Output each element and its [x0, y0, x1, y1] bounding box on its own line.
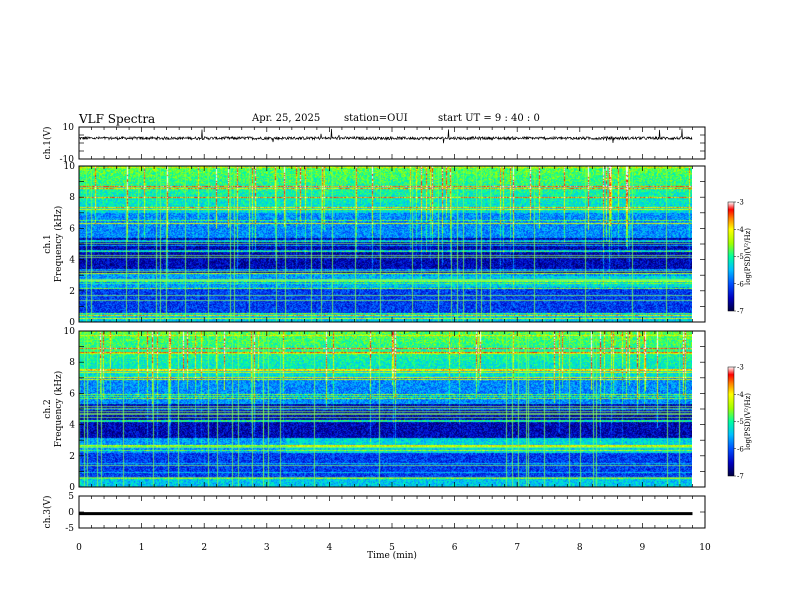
ch2-spec-ytick-label: 2	[69, 452, 75, 462]
ch1-colorbar-label: log(PSD)(V²/Hz)	[744, 228, 752, 285]
ch2-spec-ytick-label: 0	[69, 483, 75, 493]
ch1-spec-ylabel-channel: ch.1	[43, 234, 53, 253]
ch2-spec-ytick-label: 6	[69, 389, 75, 399]
ch2-colorbar-tick-label: -4	[737, 391, 744, 399]
ch3-wave-ytick-label: 5	[68, 492, 74, 502]
x-tick-label: 3	[264, 543, 270, 553]
ch1-waveform-panel: 10 -10 ch.1(V)	[42, 123, 706, 165]
ch2-spec-ylabel-frequency: Frequency (kHz)	[53, 371, 64, 448]
ch1-spec-ylabel-frequency: Frequency (kHz)	[53, 206, 64, 283]
station-label: station=OUI	[344, 113, 408, 124]
ch1-spectrogram-image	[79, 166, 692, 322]
ch2-colorbar-label: log(PSD)(V²/Hz)	[744, 393, 752, 450]
ch2-colorbar-tick-label: -3	[737, 364, 744, 372]
ch1-spec-ytick-label: 10	[64, 162, 76, 172]
ch1-spec-ytick-label: 8	[69, 193, 75, 203]
ch2-colorbar-tick-label: -7	[737, 473, 744, 481]
ch2-colorbar-gradient	[727, 366, 735, 477]
x-tick-label: 8	[577, 543, 583, 553]
ch2-spectrogram-panel: 0 2 4 6 8 10 ch.2 Frequency (kHz)	[43, 327, 706, 493]
ch1-spec-ytick-label: 4	[69, 256, 75, 266]
ch1-wave-ylabel: ch.1(V)	[42, 127, 53, 160]
ch1-spec-ytick-label: 0	[69, 318, 75, 328]
ch2-spec-ylabel-channel: ch.2	[43, 399, 53, 418]
ch1-wave-ytick-label: -10	[60, 155, 75, 165]
x-tick-label: 1	[139, 543, 145, 553]
ch1-spec-ytick-label: 2	[69, 287, 75, 297]
x-axis-label: Time (min)	[367, 550, 417, 561]
ch2-colorbar-tick-label: -6	[737, 445, 744, 453]
ch2-colorbar-tick-label: -5	[737, 418, 744, 426]
x-tick-label: 7	[514, 543, 520, 553]
ch1-colorbar-gradient	[727, 201, 735, 312]
ch2-spec-ytick-label: 4	[69, 421, 75, 431]
ch1-colorbar-tick-label: -5	[737, 253, 744, 261]
ch1-colorbar-tick-label: -6	[737, 280, 744, 288]
ch1-colorbar-tick-label: -7	[737, 308, 744, 316]
ch2-spec-ytick-label: 10	[64, 327, 76, 337]
time-axis: 0 1 2 3 4 5 6 7 8 9 10 Time (min)	[76, 543, 711, 561]
ch1-colorbar-tick-label: -3	[737, 199, 744, 207]
ch1-waveform-line	[79, 128, 693, 144]
ch1-spec-ytick-label: 6	[69, 224, 75, 234]
ch2-spectrogram-image	[79, 331, 692, 487]
ch1-colorbar-tick-label: -4	[737, 226, 744, 234]
ch3-wave-ytick-label: 0	[68, 508, 74, 518]
ch3-wave-ylabel: ch.3(V)	[42, 496, 53, 529]
x-tick-label: 5	[389, 543, 395, 553]
x-tick-label: 4	[327, 543, 333, 553]
figure-title: VLF Spectra	[79, 112, 156, 126]
ch1-spectrogram-panel: 0 2 4 6 8 10 ch.1 Frequency (kHz)	[43, 162, 706, 328]
ch1-colorbar: -3 -4 -5 -6 -7 log(PSD)(V²/Hz)	[727, 199, 752, 316]
ch1-wave-ytick-label: 10	[63, 123, 75, 133]
ch3-waveform-panel: 5 0 -5 ch.3(V)	[42, 492, 706, 534]
x-tick-label: 6	[452, 543, 458, 553]
ch3-wave-ytick-label: -5	[65, 524, 74, 534]
x-tick-label: 9	[640, 543, 646, 553]
x-tick-label: 10	[699, 543, 711, 553]
ch2-spec-ytick-label: 8	[69, 358, 75, 368]
ch2-colorbar: -3 -4 -5 -6 -7 log(PSD)(V²/Hz)	[727, 364, 752, 481]
start-time-label: start UT = 9 : 40 : 0	[438, 113, 540, 124]
x-tick-label: 0	[76, 543, 82, 553]
x-tick-label: 2	[201, 543, 207, 553]
date-label: Apr. 25, 2025	[252, 113, 321, 124]
